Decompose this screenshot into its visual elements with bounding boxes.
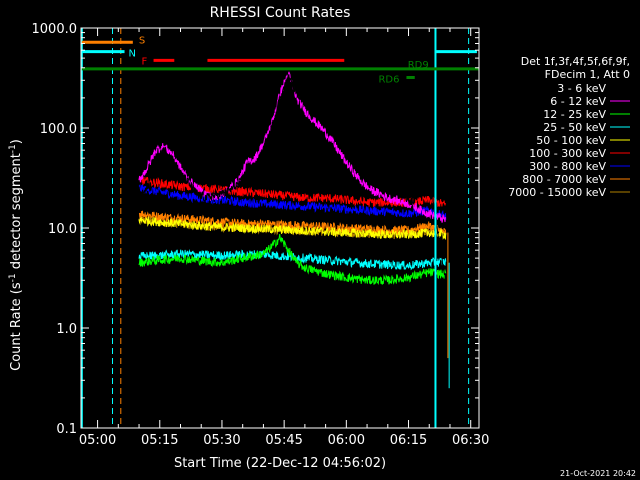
legend-entry-1: 6 - 12 keV — [550, 95, 606, 108]
x-axis-label: Start Time (22-Dec-12 04:56:02) — [174, 456, 386, 471]
legend-header-1: FDecim 1, Att 0 — [545, 68, 630, 81]
legend-entry-4: 50 - 100 keV — [536, 134, 606, 147]
y-tick-label-2: 10.0 — [48, 222, 77, 237]
y-tick-label-0: 1000.0 — [32, 22, 78, 37]
legend: Det 1f,3f,4f,5f,6f,9f,FDecim 1, Att 03 -… — [508, 55, 630, 199]
legend-header-0: Det 1f,3f,4f,5f,6f,9f, — [521, 55, 630, 68]
legend-entry-5: 100 - 300 keV — [529, 147, 606, 160]
legend-entry-6: 300 - 800 keV — [529, 160, 606, 173]
x-tick-label-4: 06:00 — [328, 433, 365, 448]
x-tick-label-2: 05:30 — [203, 433, 240, 448]
chart-marks: SNF RD9 RD6 — [80, 28, 479, 428]
x-tick-label-6: 06:30 — [452, 433, 489, 448]
chart-title: RHESSI Count Rates — [210, 5, 351, 21]
series-line-4 — [138, 216, 447, 241]
x-tick-label-5: 06:15 — [390, 433, 427, 448]
y-tick-label-3: 1.0 — [56, 322, 77, 337]
series-line-6 — [138, 183, 447, 220]
legend-entry-0: 3 - 6 keV — [557, 82, 606, 95]
x-tick-label-1: 05:15 — [141, 433, 178, 448]
y-axis-label: Count Rate (s-1 detector segment-1) — [8, 139, 24, 371]
flag-label-5: RD9 — [408, 60, 429, 71]
legend-entry-7: 800 - 7000 keV — [522, 173, 606, 186]
series-line-7 — [138, 210, 447, 237]
y-tick-label-1: 100.0 — [40, 122, 77, 137]
legend-entry-8: 7000 - 15000 keV — [508, 186, 606, 199]
y-tick-label-4: 0.1 — [56, 422, 77, 437]
legend-entry-3: 25 - 50 keV — [543, 121, 606, 134]
flag-label-1: N — [129, 49, 136, 60]
timestamp: 21-Oct-2021 20:42 — [560, 469, 636, 478]
x-tick-label-3: 05:45 — [265, 433, 302, 448]
series-line-0 — [138, 74, 447, 281]
flag-label-6: RD6 — [378, 74, 399, 85]
axes: 1000.0 100.0 10.0 1.0 0.105:00 05:15 05:30 05:4… — [32, 22, 490, 448]
x-tick-label-0: 05:00 — [79, 433, 116, 448]
flag-label-0: S — [139, 35, 145, 46]
flag-label-3: F — [142, 56, 148, 67]
series-line-2 — [138, 234, 447, 286]
legend-entry-2: 12 - 25 keV — [543, 108, 606, 121]
series-line-1 — [138, 71, 446, 223]
